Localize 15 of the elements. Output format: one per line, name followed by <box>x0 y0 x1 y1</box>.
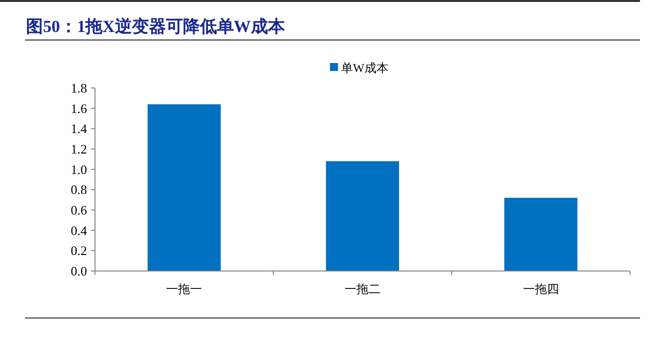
y-tick-label: 1.2 <box>70 142 87 156</box>
y-tick-label: 0.6 <box>70 202 88 218</box>
chart-title: 图50：1拖X逆变器可降低单W成本 <box>26 17 286 36</box>
y-tick-label: 1.4 <box>70 121 88 136</box>
x-tick-label: 一拖四 <box>522 282 559 296</box>
y-tick-label: 1.6 <box>70 100 88 116</box>
y-tick-label: 0.0 <box>70 264 87 278</box>
x-tick-label: 一拖一 <box>166 282 202 296</box>
y-tick-label: 1.0 <box>70 162 87 177</box>
y-tick-label: 0.8 <box>70 182 87 198</box>
y-tick-label: 0.2 <box>70 243 87 258</box>
legend-label: 单W成本 <box>341 61 388 75</box>
y-tick-label: 1.8 <box>70 80 87 96</box>
x-tick-label: 一拖二 <box>344 282 380 296</box>
y-tick-label: 0.4 <box>70 222 88 238</box>
